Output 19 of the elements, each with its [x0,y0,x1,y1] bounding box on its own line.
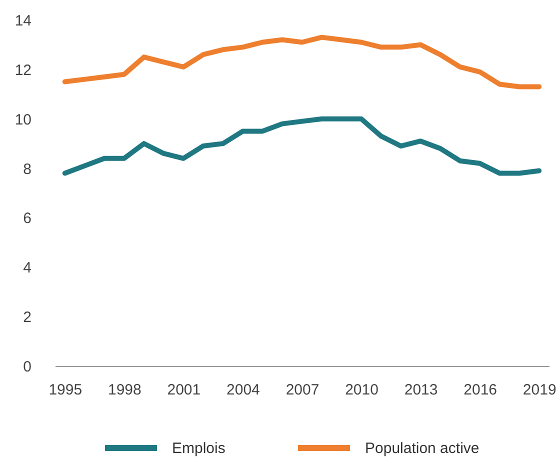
legend-label: Population active [365,440,480,457]
y-tick-label: 6 [23,210,32,228]
x-tick-label: 2013 [404,382,438,398]
x-tick-label: 2016 [464,382,498,398]
x-tick-label: 1995 [48,382,82,398]
y-tick-label: 4 [23,260,32,277]
y-tick-label: 14 [14,12,32,30]
x-tick-label: 2001 [167,382,201,398]
y-tick-label: 12 [14,62,32,79]
x-tick-label: 1998 [108,382,142,398]
y-tick-label: 2 [23,309,32,326]
x-tick-label: 2004 [226,382,260,398]
y-tick-label: 8 [23,160,32,178]
x-tick-label: 2010 [345,382,378,398]
y-tick-label: 10 [14,111,32,128]
x-tick-label: 2019 [522,382,556,398]
x-tick-label: 2007 [286,382,320,398]
legend-label: Emplois [172,440,226,457]
y-tick-label: 0 [23,358,32,376]
